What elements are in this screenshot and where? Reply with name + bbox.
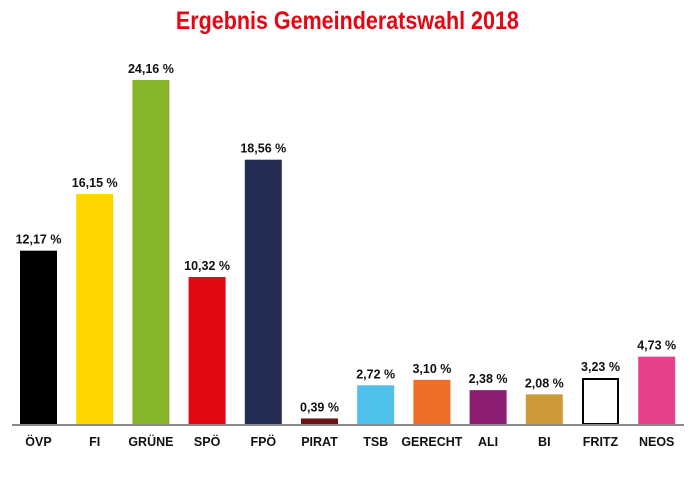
category-label: BI [538, 435, 551, 449]
value-label: 2,08 % [525, 376, 564, 390]
chart-title: Ergebnis Gemeinderatswahl 2018 [0, 6, 694, 36]
value-label: 24,16 % [128, 62, 174, 76]
chart-title-text: Ergebnis Gemeinderatswahl 2018 [175, 7, 519, 35]
category-label: GERECHT [401, 435, 462, 449]
value-label: 4,73 % [637, 339, 676, 353]
value-label: 3,10 % [412, 362, 451, 376]
bar-neos [638, 356, 676, 424]
value-label: 3,23 % [581, 360, 620, 374]
category-label: FPÖ [250, 434, 276, 449]
bar-gerecht [413, 379, 451, 424]
bar-bi [525, 394, 563, 424]
bar-grüne [132, 79, 170, 424]
bar-fritz [582, 378, 619, 425]
bar-ali [469, 390, 507, 424]
category-label: ÖVP [25, 434, 51, 449]
category-label: FI [89, 435, 100, 449]
value-label: 16,15 % [72, 176, 118, 190]
value-label: 12,17 % [16, 233, 62, 247]
bar-spö [188, 277, 226, 424]
value-label: 2,38 % [469, 372, 508, 386]
bar-tsb [357, 385, 395, 424]
category-label: TSB [363, 435, 388, 449]
category-label: FRITZ [583, 435, 619, 449]
value-label: 0,39 % [300, 400, 339, 414]
bar-pirat [301, 418, 338, 424]
category-label: GRÜNE [128, 434, 173, 449]
value-label: 10,32 % [184, 259, 230, 273]
category-label: NEOS [639, 435, 674, 449]
value-label: 18,56 % [240, 142, 286, 156]
bar-fi [76, 194, 114, 424]
category-label: SPÖ [194, 434, 221, 449]
bar-fpö [244, 159, 282, 424]
category-label: ALI [478, 435, 498, 449]
value-label: 2,72 % [356, 367, 395, 381]
bar-övp [20, 250, 57, 424]
category-label: PIRAT [301, 435, 338, 449]
